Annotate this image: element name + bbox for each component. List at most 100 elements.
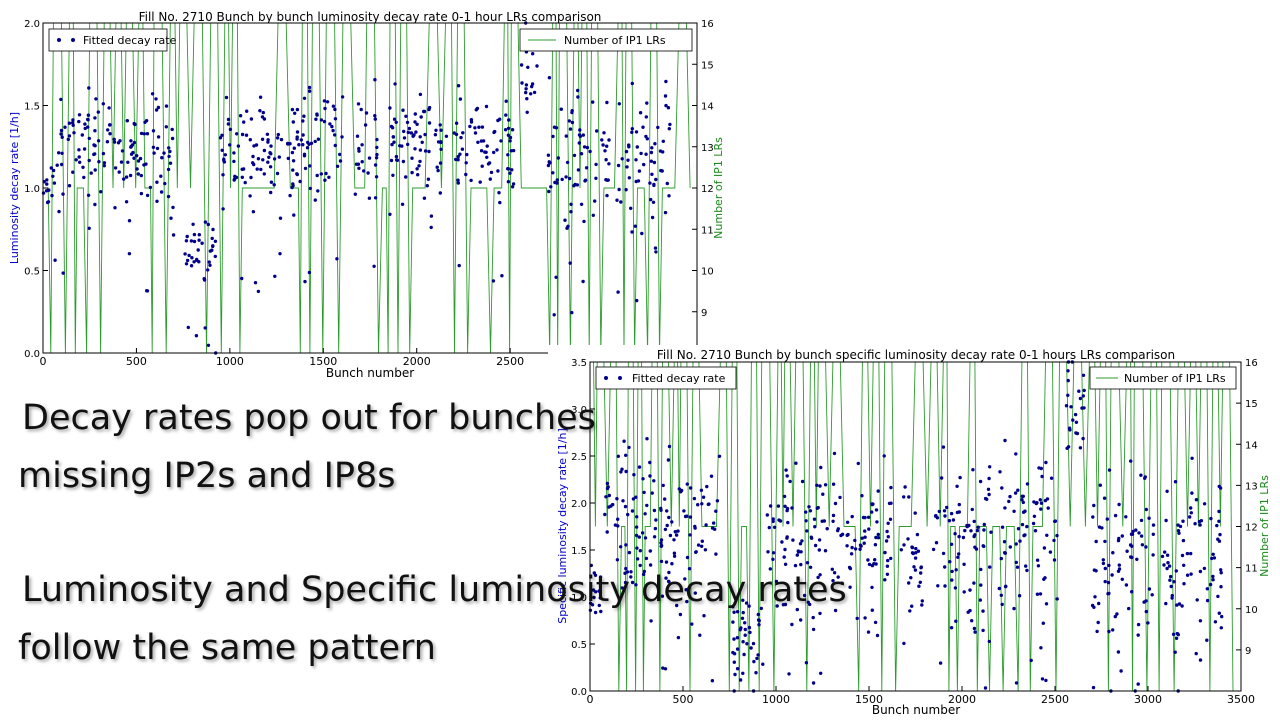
chart2-point (1092, 503, 1096, 508)
chart1-point (654, 250, 658, 254)
chart1-point (667, 127, 671, 131)
chart2-point (1042, 546, 1047, 550)
chart1-point (653, 142, 657, 146)
chart2-point (910, 551, 915, 555)
chart2-point (948, 560, 952, 564)
chart2-point (833, 501, 838, 506)
chart1-point (604, 158, 608, 162)
chart1-point (630, 81, 634, 86)
chart1-point (136, 159, 141, 163)
chart2-point (798, 542, 803, 546)
chart1-point (668, 122, 672, 127)
chart1-point (492, 150, 496, 155)
chart1-point (468, 124, 472, 129)
chart1-point (642, 162, 646, 167)
chart1-point (307, 270, 312, 275)
chart2-point (1167, 564, 1172, 568)
chart1-point (489, 170, 494, 175)
chart2-point (1036, 564, 1041, 568)
chart2-point (785, 535, 789, 539)
chart1-point (269, 190, 273, 195)
chart1-point (504, 113, 508, 117)
chart2-point (1080, 406, 1084, 410)
chart2-point (1049, 476, 1054, 480)
chart1-point (99, 190, 103, 194)
chart1-point (476, 140, 480, 144)
chart1-point (67, 121, 72, 125)
chart1-point (506, 167, 510, 171)
chart2-point (607, 493, 611, 498)
chart1-legend-line-label: Number of IP1 LRs (564, 34, 666, 47)
chart2-point (957, 510, 961, 514)
chart1-point (166, 167, 171, 172)
chart2-point (875, 520, 879, 524)
chart2-point (997, 586, 1001, 591)
chart1-point (213, 239, 218, 243)
chart2-point (1033, 529, 1038, 533)
chart2-point (700, 502, 704, 506)
chart1-point (554, 275, 558, 279)
chart1-point (460, 147, 465, 151)
chart2-point (717, 454, 722, 458)
chart2-point (807, 505, 811, 509)
chart2-point (1216, 594, 1220, 599)
chart1-xtick-label: 500 (126, 355, 147, 368)
chart1-point (584, 166, 589, 170)
chart2-point (1074, 420, 1079, 424)
chart2-ytick-label: 0.0 (571, 687, 587, 698)
chart2-point (1163, 550, 1167, 554)
chart2-point (950, 578, 954, 582)
chart2-point (672, 554, 677, 558)
chart2-point (823, 549, 828, 553)
chart1-point (249, 117, 254, 121)
chart2-point (1219, 585, 1223, 589)
chart2-point (687, 567, 692, 571)
chart2-xlabel: Bunch number (872, 703, 960, 717)
chart2-point (766, 550, 770, 554)
chart2-point (1096, 620, 1100, 625)
chart2-point (886, 535, 890, 539)
chart1-point (640, 231, 644, 236)
chart1-point (242, 120, 246, 124)
chart2-point (809, 535, 813, 539)
chart2-point (1151, 523, 1156, 527)
chart2-point (609, 504, 613, 508)
chart2-point (670, 520, 674, 524)
chart1-point (335, 257, 339, 261)
chart2-point (690, 622, 694, 626)
chart1-point (139, 191, 144, 196)
chart1-point (559, 107, 563, 111)
chart2-point (934, 541, 939, 545)
chart2-point (981, 544, 985, 548)
chart1-point (314, 117, 318, 121)
chart2-point (1117, 563, 1122, 567)
chart1-point (650, 146, 654, 150)
chart2-point (1013, 491, 1018, 495)
chart2-point (867, 562, 872, 567)
chart1-point (594, 162, 598, 167)
chart1-point (375, 145, 379, 150)
chart2-point (870, 510, 874, 514)
chart2-point (1044, 602, 1049, 606)
chart2-point (1165, 489, 1169, 493)
chart2-point (1078, 396, 1083, 401)
chart2-point (885, 564, 890, 568)
chart1-lr-step-line (42, 22, 691, 354)
chart1-point (80, 133, 85, 137)
chart2-point (910, 604, 914, 608)
chart1-point (510, 128, 515, 132)
chart1-point (291, 120, 295, 124)
chart1-point (581, 279, 585, 284)
chart1-point (664, 79, 668, 84)
chart1-point (162, 151, 166, 155)
chart2-point (1066, 378, 1070, 383)
chart1-point (290, 185, 294, 190)
chart1-point (262, 148, 267, 153)
chart1-point (276, 132, 280, 137)
chart2-point (714, 509, 718, 513)
chart2-point (635, 557, 640, 561)
chart1-point (243, 180, 247, 185)
chart2-point (771, 519, 775, 524)
chart2-point (598, 596, 602, 600)
chart1-point (585, 145, 590, 150)
